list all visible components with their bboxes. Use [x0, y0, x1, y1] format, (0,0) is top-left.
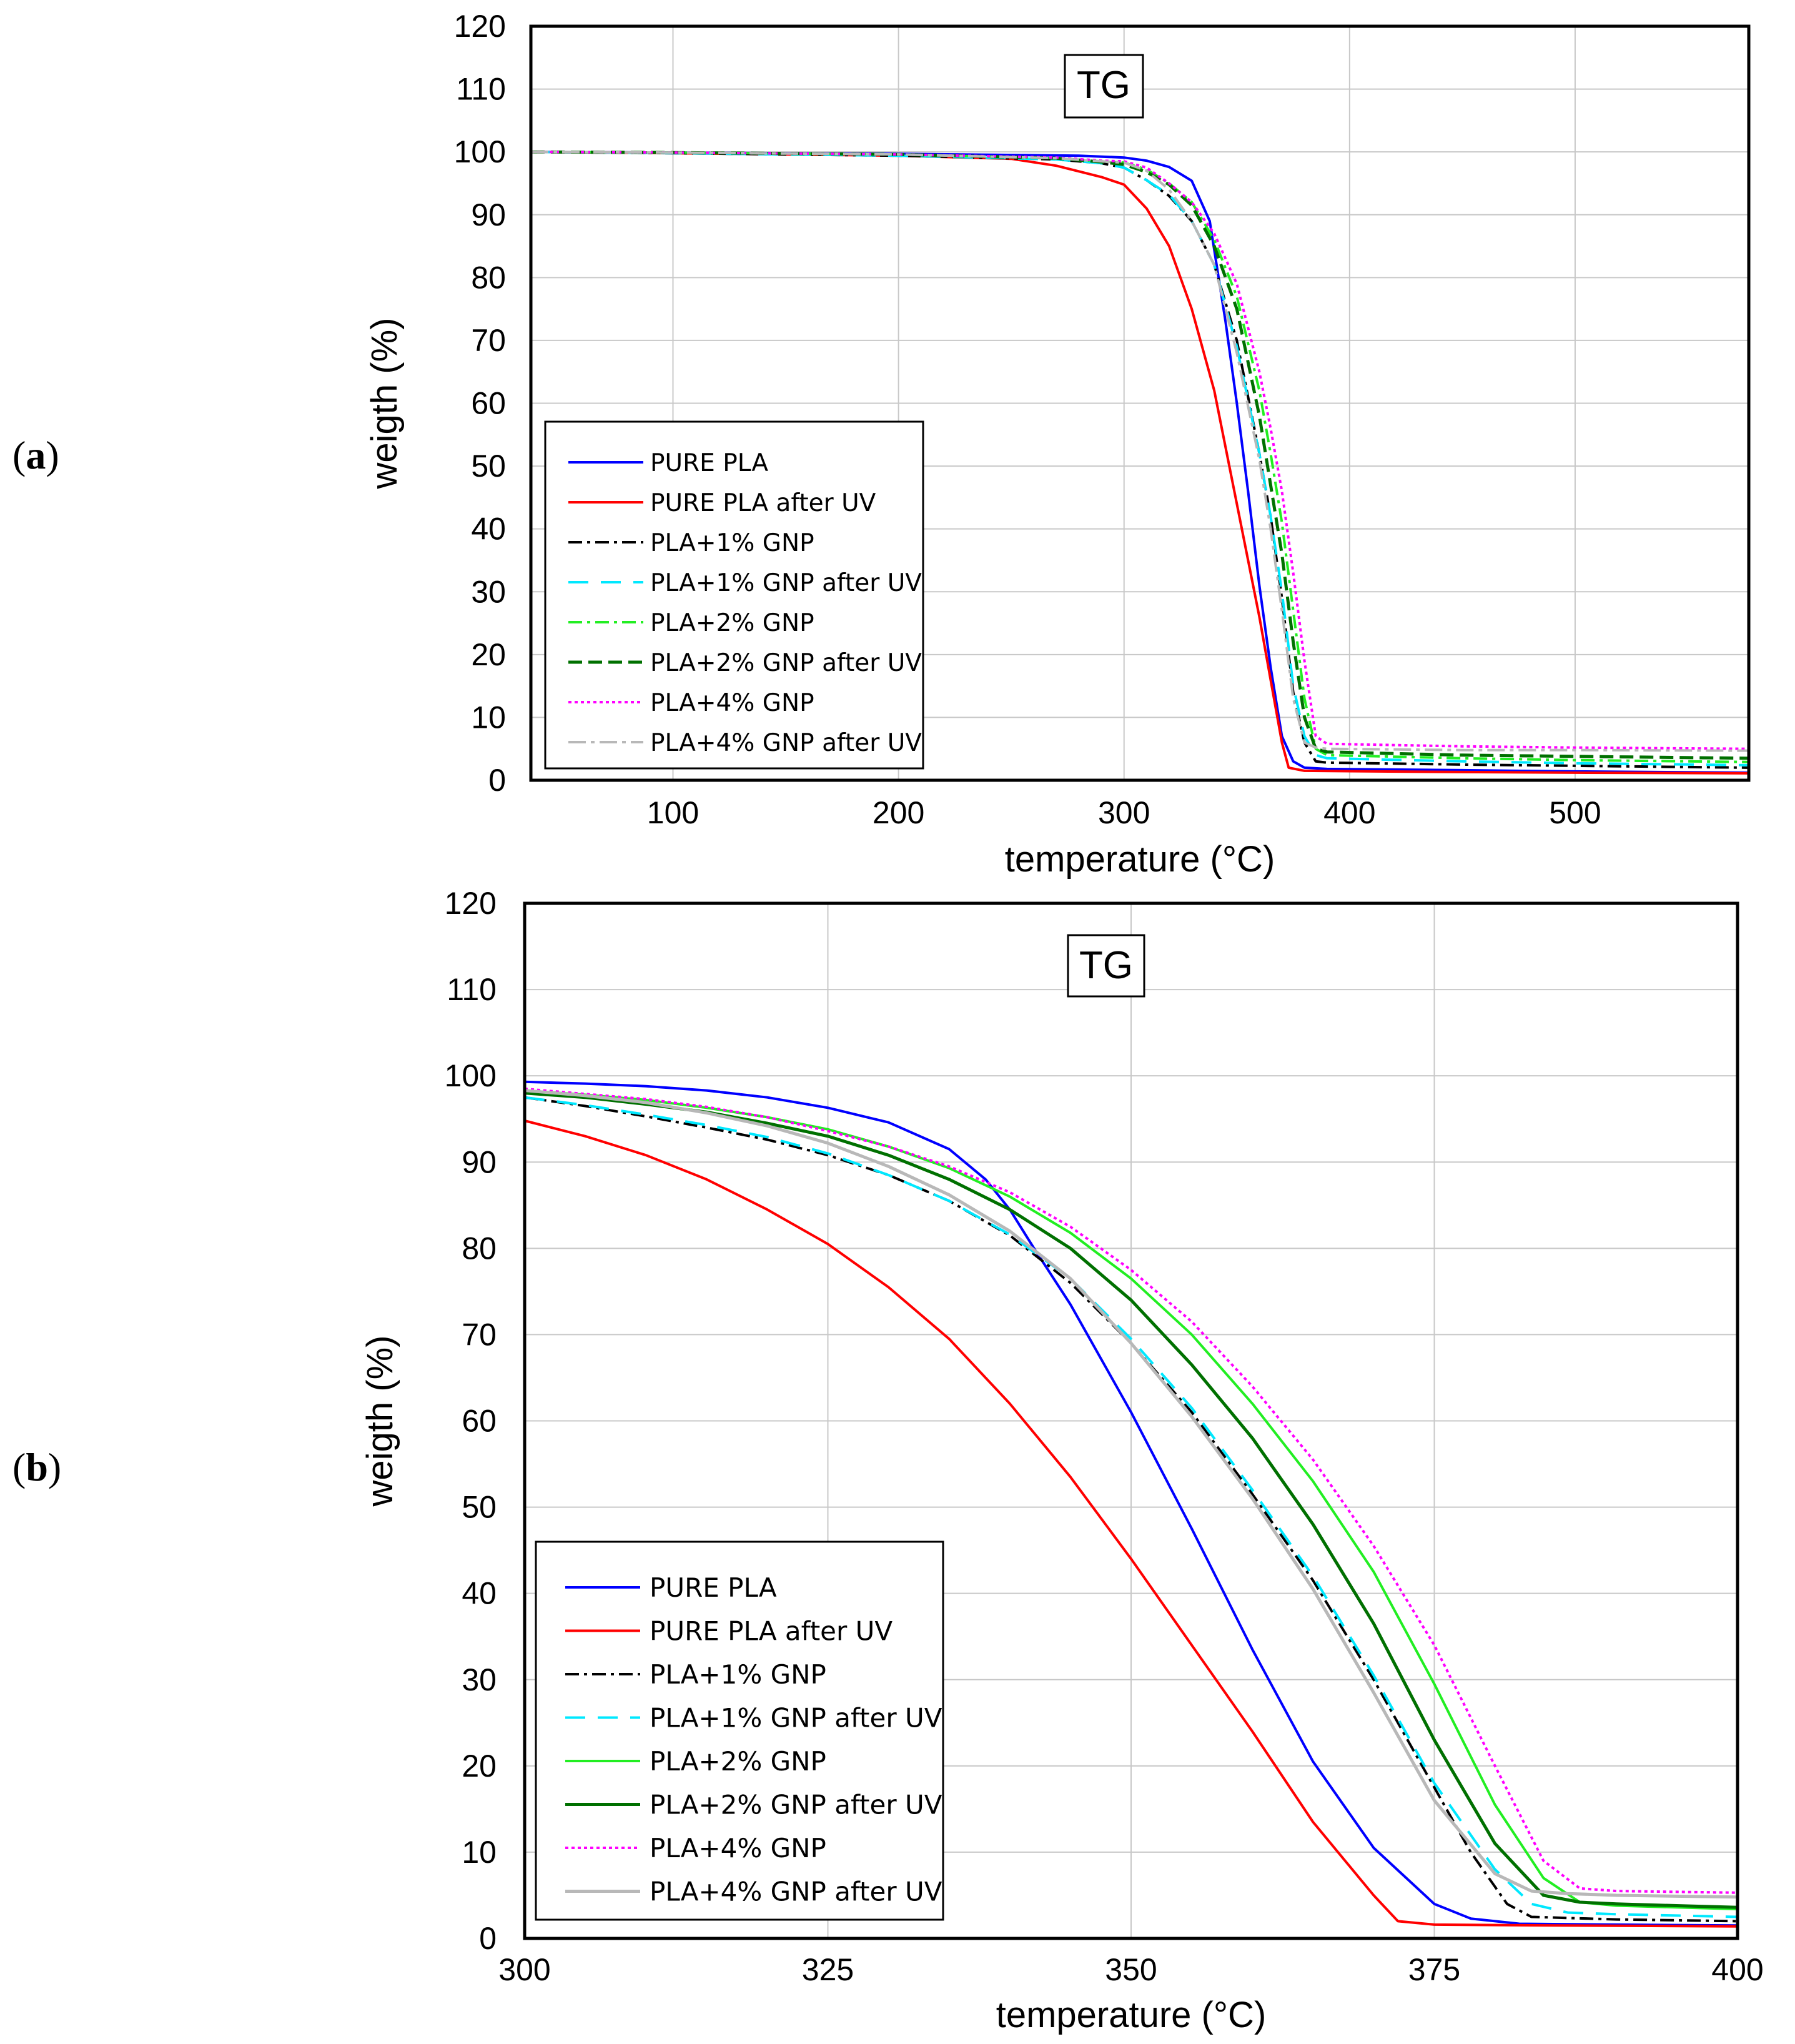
x-tick-label: 100 — [647, 795, 699, 830]
legend-box — [544, 420, 924, 770]
y-tick-label: 30 — [471, 574, 506, 609]
y-tick-label: 120 — [454, 9, 506, 44]
legend-label: PLA+1% GNP after UV — [650, 569, 922, 597]
series-group — [531, 150, 1749, 775]
y-tick-label: 100 — [454, 134, 506, 169]
series-group — [525, 1080, 1738, 1928]
legend-label: PLA+1% GNP — [650, 529, 814, 557]
x-axis-title: temperature (°C) — [1005, 839, 1275, 880]
tg-annotation-label: TG — [1077, 64, 1130, 107]
legend-label: PLA+4% GNP after UV — [650, 1877, 942, 1907]
legend-label: PLA+2% GNP — [650, 1746, 826, 1777]
legend-label: PLA+2% GNP — [650, 609, 814, 637]
series-line — [525, 1080, 1738, 1927]
legend-label: PLA+2% GNP after UV — [650, 649, 922, 677]
y-tick-label: 90 — [462, 1144, 497, 1179]
x-axis-title: temperature (°C) — [996, 1995, 1267, 2035]
y-tick-label: 10 — [471, 700, 506, 735]
series-line — [525, 1089, 1738, 1911]
legend-label: PURE PLA — [650, 449, 768, 477]
x-tick-label: 325 — [802, 1952, 854, 1987]
legend-label: PURE PLA after UV — [650, 489, 876, 517]
chart-panel-a: 0 10 20 30 40 50 60 70 80 90 100 110 120 100 200 300 400… — [364, 9, 1751, 880]
legend-label: PLA+4% GNP after UV — [650, 729, 922, 757]
y-tick-label: 110 — [456, 72, 506, 107]
y-tick-label: 0 — [479, 1921, 497, 1956]
y-tick-label: 100 — [445, 1058, 497, 1093]
legend-label: PLA+4% GNP — [650, 1833, 826, 1863]
x-tick-label: 500 — [1549, 795, 1601, 830]
chart-panel-b: 0 10 20 30 40 50 60 70 80 90 100 110 120 300 325 350 375… — [360, 886, 1764, 2035]
y-tick-label: 80 — [462, 1231, 497, 1266]
x-tick-label: 300 — [1098, 795, 1150, 830]
series-line — [525, 1096, 1738, 1918]
series-line — [531, 151, 1749, 774]
y-tick-label: 50 — [462, 1490, 497, 1525]
series-line — [525, 1089, 1738, 1899]
plot-frame — [529, 24, 1751, 782]
x-tick-label: 350 — [1105, 1952, 1157, 1987]
y-tick-label: 70 — [462, 1317, 497, 1352]
y-tick-label: 20 — [471, 637, 506, 672]
x-tick-label: 400 — [1711, 1952, 1763, 1987]
legend-label: PLA+1% GNP after UV — [650, 1703, 942, 1734]
series-line — [531, 151, 1749, 766]
y-axis-title: weigth (%) — [360, 1336, 400, 1507]
plot-frame — [523, 901, 1739, 1940]
y-axis-title: weigth (%) — [364, 318, 405, 490]
legend-label: PURE PLA — [650, 1572, 777, 1603]
y-tick-label: 0 — [488, 763, 506, 798]
y-tick-label: 50 — [471, 449, 506, 484]
legend-label: PURE PLA after UV — [650, 1616, 893, 1647]
legend-label: PLA+4% GNP — [650, 689, 814, 717]
tg-annotation-box — [1064, 54, 1144, 119]
y-tick-label: 30 — [462, 1662, 497, 1697]
series-line — [531, 151, 1749, 775]
legend-label: PLA+1% GNP — [650, 1659, 826, 1690]
legend-label: PLA+2% GNP after UV — [650, 1790, 942, 1820]
y-tick-label: 40 — [462, 1576, 497, 1611]
series-line — [531, 151, 1749, 752]
y-tick-label: 120 — [445, 886, 497, 921]
y-tick-label: 90 — [471, 197, 506, 232]
y-tick-label: 80 — [471, 260, 506, 295]
y-tick-label: 10 — [462, 1835, 497, 1870]
panel-label-b: (b) — [12, 1445, 61, 1489]
y-tick-label: 60 — [471, 386, 506, 421]
y-tick-label: 110 — [447, 972, 497, 1007]
y-tick-label: 70 — [471, 323, 506, 358]
x-tick-label: 200 — [873, 795, 924, 830]
y-tick-label: 60 — [462, 1404, 497, 1439]
panel-label-a: (a) — [12, 433, 59, 477]
y-tick-label: 40 — [471, 512, 506, 547]
tg-annotation-label: TG — [1079, 944, 1133, 987]
tg-annotation-box — [1067, 934, 1145, 998]
x-tick-label: 300 — [498, 1952, 550, 1987]
x-tick-label: 375 — [1408, 1952, 1460, 1987]
series-line — [525, 1096, 1738, 1923]
series-line — [525, 1119, 1738, 1928]
legend-box — [535, 1540, 944, 1921]
y-tick-label: 20 — [462, 1749, 497, 1784]
x-tick-label: 400 — [1323, 795, 1375, 830]
